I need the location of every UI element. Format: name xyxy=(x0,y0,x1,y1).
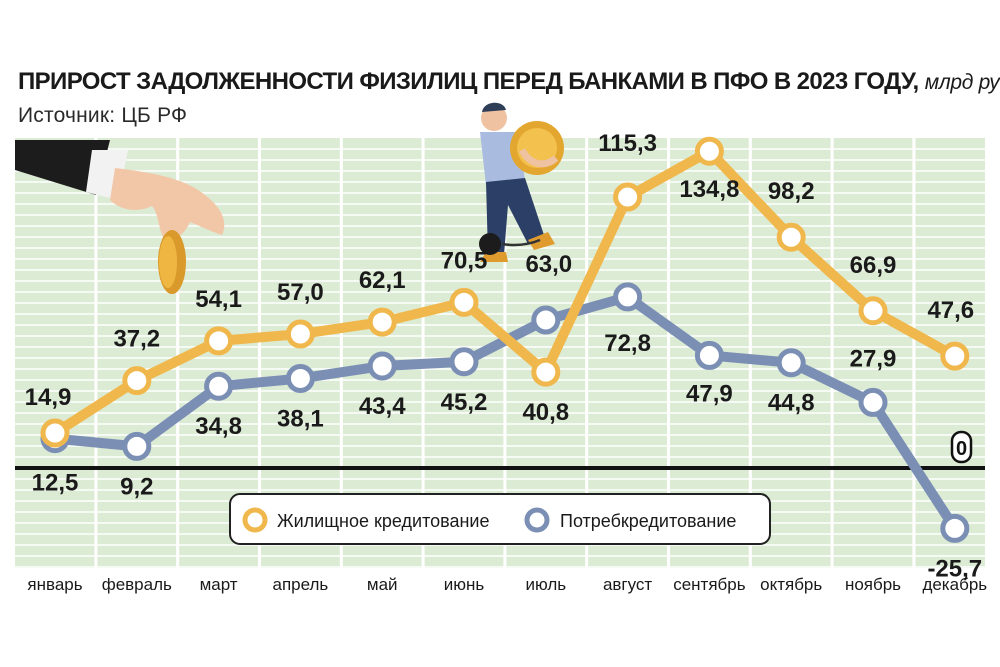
hand-with-coin-illustration xyxy=(15,140,225,294)
legend-label-housing: Жилищное кредитование xyxy=(277,511,490,531)
label-consumer-2: 9,2 xyxy=(120,473,153,500)
label-housing-7: 40,8 xyxy=(522,399,569,426)
point-consumer-9 xyxy=(694,340,724,370)
label-housing-6: 70,5 xyxy=(441,247,488,274)
zero-marker: 0 xyxy=(950,430,973,464)
point-consumer-10 xyxy=(776,348,806,378)
label-housing-4: 57,0 xyxy=(277,279,324,306)
point-consumer-5 xyxy=(367,351,397,381)
month-label: апрель xyxy=(273,575,329,594)
label-consumer-9: 47,9 xyxy=(686,380,733,407)
legend-item-housing: Жилищное кредитование xyxy=(242,507,490,533)
label-housing-12: 47,6 xyxy=(927,297,974,324)
point-housing-7 xyxy=(531,357,561,387)
point-consumer-2 xyxy=(122,431,152,461)
chart-illustrations xyxy=(15,102,564,294)
legend-item-consumer: Потребкредитование xyxy=(524,507,736,533)
point-consumer-6 xyxy=(449,347,479,377)
label-consumer-12: -25,7 xyxy=(927,555,982,582)
x-axis-labels: январь февраль март апрель май июнь июль август… xyxy=(27,575,987,594)
label-housing-2: 37,2 xyxy=(113,326,160,353)
label-consumer-1: 12,5 xyxy=(32,470,79,497)
man-with-coin-illustration xyxy=(479,102,564,262)
label-housing-9: 134,8 xyxy=(679,176,739,203)
chart-source: Источник: ЦБ РФ xyxy=(18,104,188,127)
month-label: июль xyxy=(525,575,566,594)
label-consumer-10: 44,8 xyxy=(768,390,815,417)
chart-unit: млрд руб. xyxy=(924,71,1000,94)
month-label: август xyxy=(603,575,652,594)
legend-marker-housing xyxy=(242,507,268,533)
label-consumer-8: 72,8 xyxy=(604,330,651,357)
point-consumer-8 xyxy=(613,282,643,312)
point-consumer-12 xyxy=(940,513,970,543)
label-housing-3: 54,1 xyxy=(195,286,242,313)
point-housing-11 xyxy=(858,296,888,326)
point-housing-3 xyxy=(204,326,234,356)
point-consumer-3 xyxy=(204,371,234,401)
month-label: октябрь xyxy=(760,575,822,594)
point-housing-6 xyxy=(449,287,479,317)
zero-label: 0 xyxy=(956,438,967,460)
point-housing-10 xyxy=(776,222,806,252)
label-consumer-4: 38,1 xyxy=(277,405,324,432)
month-label: декабрь xyxy=(922,575,987,594)
month-label: март xyxy=(200,575,238,594)
label-consumer-6: 45,2 xyxy=(441,389,488,416)
month-label: ноябрь xyxy=(845,575,901,594)
month-label: январь xyxy=(27,575,82,594)
month-label: сентябрь xyxy=(673,575,746,594)
legend-label-consumer: Потребкредитование xyxy=(560,511,736,531)
data-labels: 14,9 37,2 54,1 57,0 62,1 70,5 40,8 115,3 134,8 98… xyxy=(25,130,983,582)
month-label: май xyxy=(367,575,398,594)
series-lines xyxy=(40,136,970,543)
label-housing-8: 115,3 xyxy=(598,130,657,157)
point-housing-9 xyxy=(694,136,724,166)
point-housing-12 xyxy=(940,341,970,371)
point-consumer-4 xyxy=(285,363,315,393)
month-label: июнь xyxy=(444,575,485,594)
month-label: февраль xyxy=(102,575,172,594)
label-consumer-3: 34,8 xyxy=(195,413,242,440)
label-housing-10: 98,2 xyxy=(768,178,815,205)
point-housing-8 xyxy=(613,182,643,212)
series-line-housing xyxy=(50,146,960,438)
label-housing-5: 62,1 xyxy=(359,267,406,294)
point-consumer-11 xyxy=(858,387,888,417)
point-consumer-7 xyxy=(531,305,561,335)
point-housing-2 xyxy=(122,366,152,396)
label-consumer-11: 27,9 xyxy=(850,345,897,372)
legend: Жилищное кредитование Потребкредитование xyxy=(229,493,771,545)
label-consumer-7: 63,0 xyxy=(525,251,572,278)
chart-title: ПРИРОСТ ЗАДОЛЖЕННОСТИ ФИЗИЛИЦ ПЕРЕД БАНК… xyxy=(18,68,1000,96)
point-housing-4 xyxy=(285,319,315,349)
chart-title-text: ПРИРОСТ ЗАДОЛЖЕННОСТИ ФИЗИЛИЦ ПЕРЕД БАНК… xyxy=(18,68,919,95)
legend-marker-consumer xyxy=(524,507,550,533)
point-housing-5 xyxy=(367,307,397,337)
label-housing-11: 66,9 xyxy=(850,252,897,279)
point-housing-1 xyxy=(40,418,70,448)
label-housing-1: 14,9 xyxy=(25,384,72,411)
label-consumer-5: 43,4 xyxy=(359,393,406,420)
